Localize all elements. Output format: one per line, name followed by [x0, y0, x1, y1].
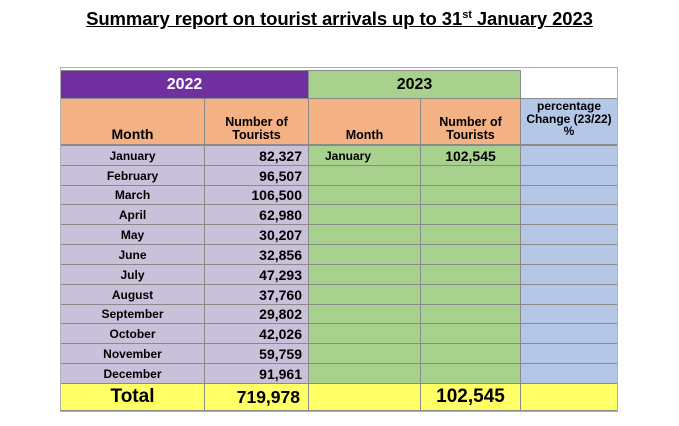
- tourists-2023-cell: [420, 343, 521, 364]
- tourists-2023-cell: [420, 264, 521, 285]
- tourists-2022-cell: 30,207: [204, 224, 309, 245]
- month-2023-cell: [308, 165, 421, 186]
- month-cell: February: [60, 165, 205, 186]
- month-2023-cell: [308, 363, 421, 384]
- pct-change-cell: [520, 343, 618, 364]
- tourists-2022-cell: 42,026: [204, 323, 309, 344]
- total-label: Total: [60, 383, 205, 411]
- total-tourists-2022: 719,978: [204, 383, 309, 411]
- tourists-2023-cell: [420, 204, 521, 225]
- pct-change-cell: [520, 363, 618, 384]
- month-2023-cell: [308, 224, 421, 245]
- tourists-2023-cell: [420, 284, 521, 305]
- tourists-2022-column-header: Number of Tourists: [204, 98, 309, 145]
- month-2023-cell: [308, 284, 421, 305]
- month-cell: March: [60, 185, 205, 205]
- pct-change-cell: [520, 264, 618, 285]
- month-2023-cell: [308, 185, 421, 205]
- month-cell: May: [60, 224, 205, 245]
- pct-change-cell: [520, 244, 618, 265]
- tourists-2023-cell: [420, 244, 521, 265]
- pct-change-cell: [520, 185, 618, 205]
- title-tail: January 2023: [471, 8, 593, 29]
- title-main: Summary report on tourist arrivals up to…: [86, 8, 463, 29]
- tourists-2022-cell: 47,293: [204, 264, 309, 285]
- tourists-2023-cell: [420, 323, 521, 344]
- pct-change-cell: [520, 204, 618, 225]
- month-cell: November: [60, 343, 205, 364]
- month-cell: October: [60, 323, 205, 344]
- tourists-2022-cell: 106,500: [204, 185, 309, 205]
- tourists-2023-cell: [420, 363, 521, 384]
- tourists-2023-cell: [420, 224, 521, 245]
- tourists-2022-cell: 32,856: [204, 244, 309, 265]
- year-2022-header: 2022: [60, 70, 309, 99]
- year-2023-header: 2023: [308, 70, 521, 99]
- tourists-2022-cell: 37,760: [204, 284, 309, 305]
- pct-change-cell: [520, 145, 618, 166]
- pct-change-cell: [520, 304, 618, 324]
- tourists-2022-cell: 91,961: [204, 363, 309, 384]
- month-cell: April: [60, 204, 205, 225]
- tourists-2023-cell: [420, 304, 521, 324]
- month-cell: September: [60, 304, 205, 324]
- tourists-2023-cell: 102,545: [420, 145, 521, 166]
- month-2023-cell: [308, 244, 421, 265]
- month-2023-cell: [308, 304, 421, 324]
- month-2023-column-header: Month: [308, 98, 421, 145]
- total-month-2023-empty: [308, 383, 421, 411]
- month-2023-cell: [308, 264, 421, 285]
- pct-change-cell: [520, 165, 618, 186]
- month-cell: August: [60, 284, 205, 305]
- pct-change-cell: [520, 284, 618, 305]
- tourists-2022-cell: 62,980: [204, 204, 309, 225]
- pct-change-cell: [520, 224, 618, 245]
- month-2023-cell: [308, 323, 421, 344]
- percentage-change-column-header: percentage Change (23/22) %: [520, 98, 618, 145]
- month-2023-cell: January: [308, 145, 421, 166]
- month-cell: December: [60, 363, 205, 384]
- month-2022-column-header: Month: [60, 98, 205, 145]
- report-title: Summary report on tourist arrivals up to…: [0, 8, 679, 30]
- tourists-2023-cell: [420, 185, 521, 205]
- tourists-2022-cell: 59,759: [204, 343, 309, 364]
- tourists-2022-cell: 82,327: [204, 145, 309, 166]
- month-2023-cell: [308, 343, 421, 364]
- title-ordinal-suffix: st: [462, 9, 472, 21]
- month-cell: June: [60, 244, 205, 265]
- tourists-2022-cell: 29,802: [204, 304, 309, 324]
- month-cell: January: [60, 145, 205, 166]
- pct-change-cell: [520, 323, 618, 344]
- tourists-2022-cell: 96,507: [204, 165, 309, 186]
- total-tourists-2023: 102,545: [420, 383, 521, 411]
- total-pct-change-empty: [520, 383, 618, 411]
- tourists-2023-column-header: Number of Tourists: [420, 98, 521, 145]
- month-cell: July: [60, 264, 205, 285]
- month-2023-cell: [308, 204, 421, 225]
- tourists-2023-cell: [420, 165, 521, 186]
